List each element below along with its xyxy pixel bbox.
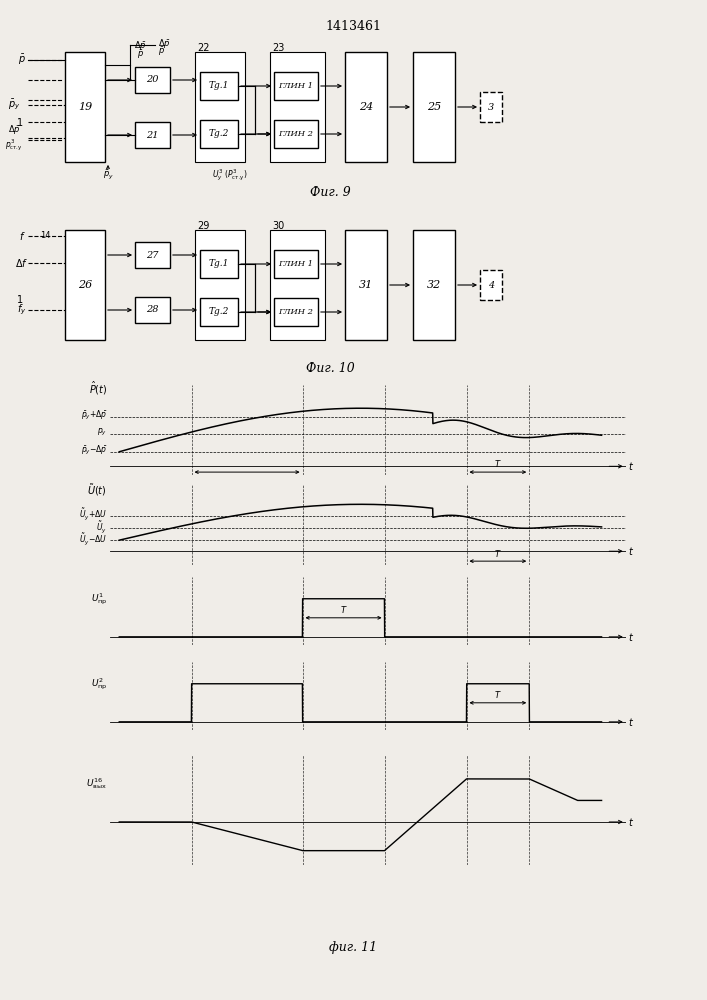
Text: 1413461: 1413461 xyxy=(325,20,381,33)
Text: 28: 28 xyxy=(146,306,159,314)
Bar xyxy=(274,120,318,148)
Text: $p_y$: $p_y$ xyxy=(97,427,107,438)
Text: $\hat{P}(t)$: $\hat{P}(t)$ xyxy=(89,379,107,397)
Bar xyxy=(413,230,455,340)
Text: Тg.2: Тg.2 xyxy=(209,308,229,316)
Text: Тg.1: Тg.1 xyxy=(209,259,229,268)
Bar xyxy=(480,92,502,122)
Bar xyxy=(135,297,170,323)
Text: 31: 31 xyxy=(359,280,373,290)
Text: $\bar{p}$: $\bar{p}$ xyxy=(158,46,165,58)
Text: $\Delta\bar{p}$: $\Delta\bar{p}$ xyxy=(8,123,21,136)
Text: 24: 24 xyxy=(359,102,373,112)
Text: $t$: $t$ xyxy=(628,716,634,728)
Text: $\tilde{U}(t)$: $\tilde{U}(t)$ xyxy=(88,483,107,498)
Text: 27: 27 xyxy=(146,250,159,259)
Text: 29: 29 xyxy=(197,221,209,231)
Text: Тg.1: Тg.1 xyxy=(209,82,229,91)
Text: 4: 4 xyxy=(488,280,494,290)
Text: $T$: $T$ xyxy=(494,689,502,700)
Bar xyxy=(200,72,238,100)
Text: $\tilde{U}_y{-}\Delta U$: $\tilde{U}_y{-}\Delta U$ xyxy=(79,531,107,547)
Text: 23: 23 xyxy=(272,43,284,53)
Text: ГЛИН 2: ГЛИН 2 xyxy=(279,130,313,138)
Text: $\bar{p}_y{-}\Delta\bar{p}$: $\bar{p}_y{-}\Delta\bar{p}$ xyxy=(81,443,107,457)
Text: Фиг. 9: Фиг. 9 xyxy=(310,186,351,198)
Text: $U_{\text{пр}}^2$: $U_{\text{пр}}^2$ xyxy=(90,676,107,692)
Text: 32: 32 xyxy=(427,280,441,290)
Text: $T$: $T$ xyxy=(339,604,347,615)
Text: $\Delta\bar{p}$: $\Delta\bar{p}$ xyxy=(134,38,146,51)
Text: 22: 22 xyxy=(197,43,209,53)
Bar xyxy=(480,270,502,300)
Text: 19: 19 xyxy=(78,102,92,112)
Bar xyxy=(195,230,245,340)
Text: ГЛИН 2: ГЛИН 2 xyxy=(279,308,313,316)
Text: $t$: $t$ xyxy=(628,816,634,828)
Text: $t$: $t$ xyxy=(628,631,634,643)
Text: 21: 21 xyxy=(146,130,159,139)
Text: ГЛИН 1: ГЛИН 1 xyxy=(279,260,313,268)
Text: 1: 1 xyxy=(17,295,23,305)
Bar xyxy=(413,52,455,162)
Text: $U_y^3\ (P^3_{\text{ст.у}})$: $U_y^3\ (P^3_{\text{ст.у}})$ xyxy=(212,167,247,183)
Text: Тg.2: Тg.2 xyxy=(209,129,229,138)
Text: $f_y$: $f_y$ xyxy=(17,303,27,317)
Text: $\Delta\bar{p}$: $\Delta\bar{p}$ xyxy=(158,36,170,49)
Bar xyxy=(200,120,238,148)
Text: $\bar{p}_y$: $\bar{p}_y$ xyxy=(8,98,21,112)
Bar xyxy=(200,298,238,326)
Text: 26: 26 xyxy=(78,280,92,290)
Text: $\Delta f$: $\Delta f$ xyxy=(16,257,29,269)
Text: 30: 30 xyxy=(272,221,284,231)
Bar xyxy=(274,72,318,100)
Text: $t$: $t$ xyxy=(628,460,634,472)
Text: 20: 20 xyxy=(146,76,159,85)
Bar xyxy=(65,230,105,340)
Text: $p^3_{\text{ст.у}}$: $p^3_{\text{ст.у}}$ xyxy=(5,137,23,153)
Bar xyxy=(274,298,318,326)
Bar xyxy=(195,52,245,162)
Text: $T$: $T$ xyxy=(494,458,502,469)
Text: $\bar{p}_y{+}\Delta\bar{p}$: $\bar{p}_y{+}\Delta\bar{p}$ xyxy=(81,409,107,422)
Bar xyxy=(270,52,325,162)
Bar xyxy=(270,230,325,340)
Text: Фиг. 10: Фиг. 10 xyxy=(305,361,354,374)
Text: $\bar{p}$: $\bar{p}$ xyxy=(18,53,26,67)
Text: $T$: $T$ xyxy=(494,548,502,559)
Text: ГЛИН 1: ГЛИН 1 xyxy=(279,82,313,90)
Text: $\bar{p}_y$: $\bar{p}_y$ xyxy=(103,169,114,181)
Bar xyxy=(274,250,318,278)
Bar xyxy=(345,52,387,162)
Text: $t$: $t$ xyxy=(628,545,634,557)
Text: $\tilde{U}_y{+}\Delta U$: $\tilde{U}_y{+}\Delta U$ xyxy=(79,506,107,522)
Bar xyxy=(345,230,387,340)
Bar xyxy=(135,67,170,93)
Text: 25: 25 xyxy=(427,102,441,112)
Bar xyxy=(135,242,170,268)
Text: $U_{\text{пр}}^1$: $U_{\text{пр}}^1$ xyxy=(90,591,107,607)
Bar xyxy=(65,52,105,162)
Text: $\bar{p}$: $\bar{p}$ xyxy=(136,49,144,61)
Text: $U_{\text{вых}}^{16}$: $U_{\text{вых}}^{16}$ xyxy=(86,776,107,791)
Bar xyxy=(135,122,170,148)
Text: 3: 3 xyxy=(488,103,494,111)
Text: 1: 1 xyxy=(17,118,23,128)
Text: $\tilde{U}_y$: $\tilde{U}_y$ xyxy=(96,519,107,535)
Text: $f$: $f$ xyxy=(18,230,25,242)
Bar xyxy=(200,250,238,278)
Text: фиг. 11: фиг. 11 xyxy=(329,942,377,954)
Text: 14: 14 xyxy=(40,232,50,240)
